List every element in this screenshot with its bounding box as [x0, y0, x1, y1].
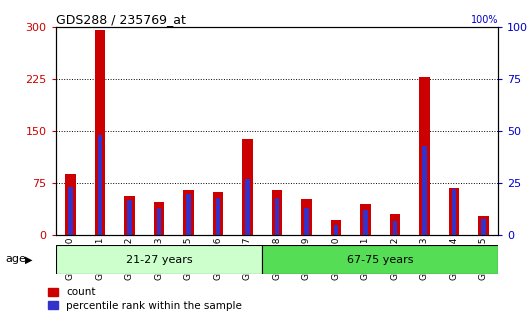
Bar	[154, 202, 164, 235]
Text: 100%: 100%	[471, 15, 498, 25]
Bar	[65, 174, 76, 235]
Bar	[216, 198, 220, 235]
Bar	[419, 77, 430, 235]
Bar	[124, 196, 135, 235]
Text: age: age	[5, 254, 26, 264]
Bar	[275, 198, 279, 235]
Bar	[393, 221, 397, 235]
Text: 21-27 years: 21-27 years	[126, 255, 192, 264]
Legend: count, percentile rank within the sample: count, percentile rank within the sample	[48, 288, 242, 310]
Bar	[98, 135, 102, 235]
Bar	[304, 208, 308, 235]
Bar	[95, 30, 105, 235]
Text: ▶: ▶	[25, 254, 33, 264]
Bar	[242, 139, 253, 235]
Bar	[452, 190, 456, 235]
Bar	[478, 216, 489, 235]
Bar	[127, 200, 131, 235]
Bar	[262, 245, 498, 274]
Bar	[481, 218, 485, 235]
Bar	[422, 145, 427, 235]
Bar	[56, 245, 262, 274]
Text: GDS288 / 235769_at: GDS288 / 235769_at	[56, 13, 186, 26]
Bar	[390, 214, 400, 235]
Bar	[334, 225, 338, 235]
Bar	[331, 220, 341, 235]
Bar	[245, 179, 250, 235]
Text: 67-75 years: 67-75 years	[347, 255, 413, 264]
Bar	[183, 190, 193, 235]
Bar	[186, 194, 191, 235]
Bar	[301, 199, 312, 235]
Bar	[363, 210, 368, 235]
Bar	[68, 187, 73, 235]
Bar	[449, 188, 459, 235]
Bar	[213, 192, 223, 235]
Bar	[272, 190, 282, 235]
Bar	[157, 208, 161, 235]
Bar	[360, 204, 370, 235]
